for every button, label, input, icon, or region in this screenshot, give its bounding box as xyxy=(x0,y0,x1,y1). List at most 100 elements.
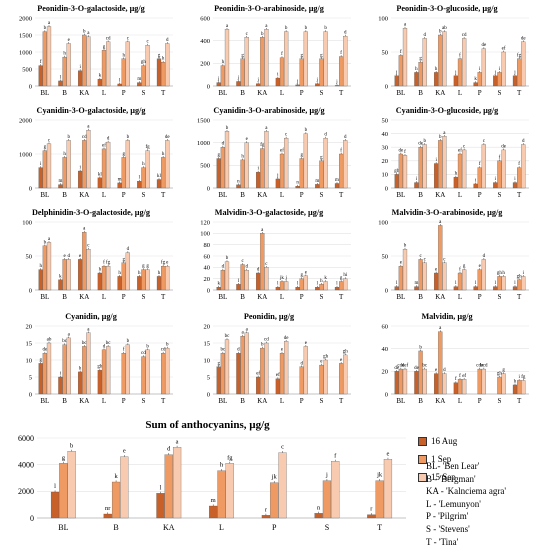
chart-malvidin-3-o-arabinoside-ug-g-significance-label: l xyxy=(396,281,398,286)
chart-cyanidin-3-o-galactoside-ug-g-bar xyxy=(38,167,43,189)
chart-peonidin-3-o-galactoside-ug-g-bar xyxy=(58,80,63,87)
chart-malvidin-3-o-arabinoside-ug-g-bar xyxy=(462,269,467,291)
chart-malvidin-3-o-arabinoside-ug-g-category-label: BL xyxy=(396,293,405,301)
chart-sum-of-anthocyanins-ug-g-bar xyxy=(261,515,271,519)
chart-cyanidin-3-o-arabinoside-ug-g-category-label: L xyxy=(280,191,284,199)
chart-cyanidin-3-o-glucoside-ug-g-bar xyxy=(512,182,518,189)
chart-cyanidin-3-o-galactoside-ug-g-bar xyxy=(62,157,67,189)
chart-malvidin-3-o-galactoside-ug-g-significance-label: e xyxy=(305,270,308,275)
chart-delphinidin-3-o-galactoside-ug-g-bar xyxy=(66,259,71,291)
chart-sum-of-anthocyanins-ug-g-significance-label: h xyxy=(220,462,224,469)
chart-peonidin-3-o-galactoside-ug-g-bar xyxy=(117,83,122,87)
chart-peonidin-ug-g-bar xyxy=(343,354,348,395)
chart-peonidin-ug-g-category-label: S xyxy=(319,397,323,405)
chart-cyanidin-3-o-arabinoside-ug-g: Cyanidin-3-O-arabinoside, µg/g 0 500 1000 15… xyxy=(197,106,351,199)
chart-cyanidin-3-o-glucoside-ug-g-significance-label: c xyxy=(483,139,486,144)
chart-cyanidin-3-o-glucoside-ug-g-significance-label: i xyxy=(514,177,516,182)
chart-cyanidin-3-o-glucoside-ug-g-significance-label: de xyxy=(501,144,507,149)
chart-malvidin-3-o-galactoside-ug-g-category-label: T xyxy=(339,293,344,301)
chart-malvidin-ug-g-title: Malvidin, µg/g xyxy=(421,312,473,321)
chart-cyanidin-3-o-glucoside-ug-g-bar xyxy=(434,163,439,189)
legend-item-16-aug: 16 Aug xyxy=(418,432,457,450)
chart-malvidin-3-o-galactoside-ug-g-bar xyxy=(319,284,324,291)
chart-cyanidin-ug-g-bar xyxy=(161,353,166,395)
chart-malvidin-3-o-arabinoside-ug-g-significance-label: e xyxy=(400,261,403,266)
chart-peonidin-3-o-galactoside-ug-g-bar xyxy=(121,58,126,87)
chart-peonidin-ug-g-ytick-label: 10 xyxy=(204,357,211,364)
chart-malvidin-ug-g-significance-label: b xyxy=(419,345,422,350)
chart-peonidin-3-o-galactoside-ug-g-significance-label: h xyxy=(162,57,165,62)
chart-malvidin-ug-g-significance-label: e xyxy=(435,368,438,373)
chart-cyanidin-3-o-glucoside-ug-g: Cyanidin-3-O-glucoside, µg/g 0 10 20 30 40 50 g… xyxy=(382,106,529,199)
chart-malvidin-3-o-arabinoside-ug-g-ytick-label: 100 xyxy=(378,219,388,226)
chart-peonidin-3-o-galactoside-ug-g-significance-label: f xyxy=(40,60,42,65)
cultivar-key-bl: BL- 'Ben Lear' xyxy=(426,461,480,471)
chart-malvidin-ug-g-bar xyxy=(512,384,518,395)
chart-sum-of-anthocyanins-ug-g-category-label: P xyxy=(272,523,277,532)
chart-cyanidin-ug-g-category-label: S xyxy=(141,397,145,405)
chart-sum-of-anthocyanins-ug-g-bar xyxy=(367,514,376,519)
chart-peonidin-3-o-glucoside-ug-g-significance-label: j xyxy=(454,70,456,75)
chart-malvidin-3-o-galactoside-ug-g-significance-label: l xyxy=(277,282,279,287)
chart-malvidin-ug-g-significance-label: gh xyxy=(497,372,503,377)
chart-cyanidin-3-o-arabinoside-ug-g-significance-label: m xyxy=(315,179,319,184)
chart-peonidin-3-o-galactoside-ug-g-bar xyxy=(101,50,107,87)
chart-cyanidin-ug-g-ytick-label: 20 xyxy=(26,323,33,330)
chart-malvidin-ug-g-category-label: S xyxy=(497,397,501,405)
chart-cyanidin-3-o-glucoside-ug-g-significance-label: d xyxy=(522,139,525,144)
chart-cyanidin-3-o-galactoside-ug-g-significance-label: h xyxy=(142,162,145,167)
chart-malvidin-3-o-arabinoside-ug-g-category-label: KA xyxy=(435,293,445,301)
chart-peonidin-3-o-glucoside-ug-g-bar xyxy=(402,28,408,87)
chart-cyanidin-3-o-galactoside-ug-g-category-label: T xyxy=(161,191,166,199)
chart-cyanidin-ug-g-ytick-label: 15 xyxy=(26,340,33,347)
chart-malvidin-3-o-galactoside-ug-g-significance-label: l xyxy=(336,282,338,287)
chart-peonidin-ug-g-significance-label: de xyxy=(284,336,290,341)
chart-peonidin-ug-g-bar xyxy=(319,364,324,395)
chart-cyanidin-ug-g-bar xyxy=(165,347,170,395)
chart-sum-of-anthocyanins-ug-g-category-label: T xyxy=(377,523,382,532)
chart-cyanidin-3-o-glucoside-ug-g-significance-label: de xyxy=(418,142,424,147)
chart-cyanidin-ug-g-ytick-label: 10 xyxy=(26,357,33,364)
chart-sum-of-anthocyanins-ug-g-bar xyxy=(67,451,76,519)
chart-cyanidin-3-o-arabinoside-ug-g-bar xyxy=(295,186,300,189)
chart-cyanidin-ug-g-bar xyxy=(58,376,63,395)
chart-peonidin-3-o-arabinoside-ug-g-significance-label: a xyxy=(265,24,268,29)
chart-sum-of-anthocyanins-ug-g-bar xyxy=(375,480,384,519)
chart-cyanidin-ug-g-bar xyxy=(62,344,67,395)
chart-delphinidin-3-o-galactoside-ug-g-bar xyxy=(46,242,52,291)
chart-malvidin-3-o-galactoside-ug-g-bar xyxy=(339,281,344,291)
chart-peonidin-ug-g-ytick-label: 0 xyxy=(207,391,210,398)
chart-peonidin-3-o-galactoside-ug-g-category-label: BL xyxy=(40,89,49,97)
chart-cyanidin-ug-g-significance-label: b xyxy=(146,344,149,349)
chart-peonidin-3-o-glucoside-ug-g-bar xyxy=(418,62,423,87)
chart-cyanidin-3-o-glucoside-ug-g-bar xyxy=(493,182,498,189)
chart-cyanidin-3-o-arabinoside-ug-g-bar xyxy=(236,184,241,189)
chart-peonidin-3-o-glucoside-ug-g-category-label: S xyxy=(497,89,501,97)
chart-peonidin-3-o-arabinoside-ug-g-significance-label: j xyxy=(217,77,219,82)
chart-cyanidin-ug-g-significance-label: b xyxy=(127,339,130,344)
chart-cyanidin-3-o-galactoside-ug-g-significance-label: b xyxy=(67,135,70,140)
chart-peonidin-3-o-glucoside-ug-g-significance-label: d xyxy=(423,33,426,38)
chart-peonidin-3-o-arabinoside-ug-g-significance-label: f xyxy=(340,51,342,56)
chart-cyanidin-3-o-arabinoside-ug-g-significance-label: b xyxy=(226,126,229,131)
chart-delphinidin-3-o-galactoside-ug-g-significance-label: a xyxy=(48,237,51,242)
chart-delphinidin-3-o-galactoside-ug-g-significance-label: k xyxy=(59,274,62,279)
chart-cyanidin-3-o-arabinoside-ug-g-ytick-label: 1000 xyxy=(197,140,210,147)
chart-delphinidin-3-o-galactoside-ug-g-category-label: KA xyxy=(79,293,89,301)
chart-malvidin-3-o-arabinoside-ug-g-category-label: L xyxy=(458,293,462,301)
chart-malvidin-ug-g-bar xyxy=(398,368,403,395)
chart-malvidin-3-o-arabinoside-ug-g-bar xyxy=(453,286,458,291)
chart-sum-of-anthocyanins-ug-g-ytick-label: 4000 xyxy=(18,460,34,469)
chart-cyanidin-3-o-glucoside-ug-g-significance-label: c xyxy=(463,144,466,149)
chart-sum-of-anthocyanins-ug-g-bar xyxy=(314,513,323,519)
chart-malvidin-3-o-arabinoside-ug-g-bar xyxy=(394,286,399,291)
legend-swatch-15-sep xyxy=(418,472,427,482)
chart-peonidin-3-o-arabinoside-ug-g-bar xyxy=(224,29,230,87)
chart-malvidin-3-o-galactoside-ug-g-bar xyxy=(299,278,304,291)
chart-sum-of-anthocyanins-ug-g-significance-label: n xyxy=(317,504,321,511)
chart-peonidin-3-o-galactoside-ug-g-bar xyxy=(137,82,142,87)
chart-cyanidin-ug-g-category-label: P xyxy=(122,397,126,405)
chart-cyanidin-3-o-galactoside-ug-g-bar xyxy=(46,143,52,189)
chart-malvidin-ug-g-category-label: P xyxy=(478,397,482,405)
chart-peonidin-3-o-glucoside-ug-g-bar xyxy=(414,72,419,87)
